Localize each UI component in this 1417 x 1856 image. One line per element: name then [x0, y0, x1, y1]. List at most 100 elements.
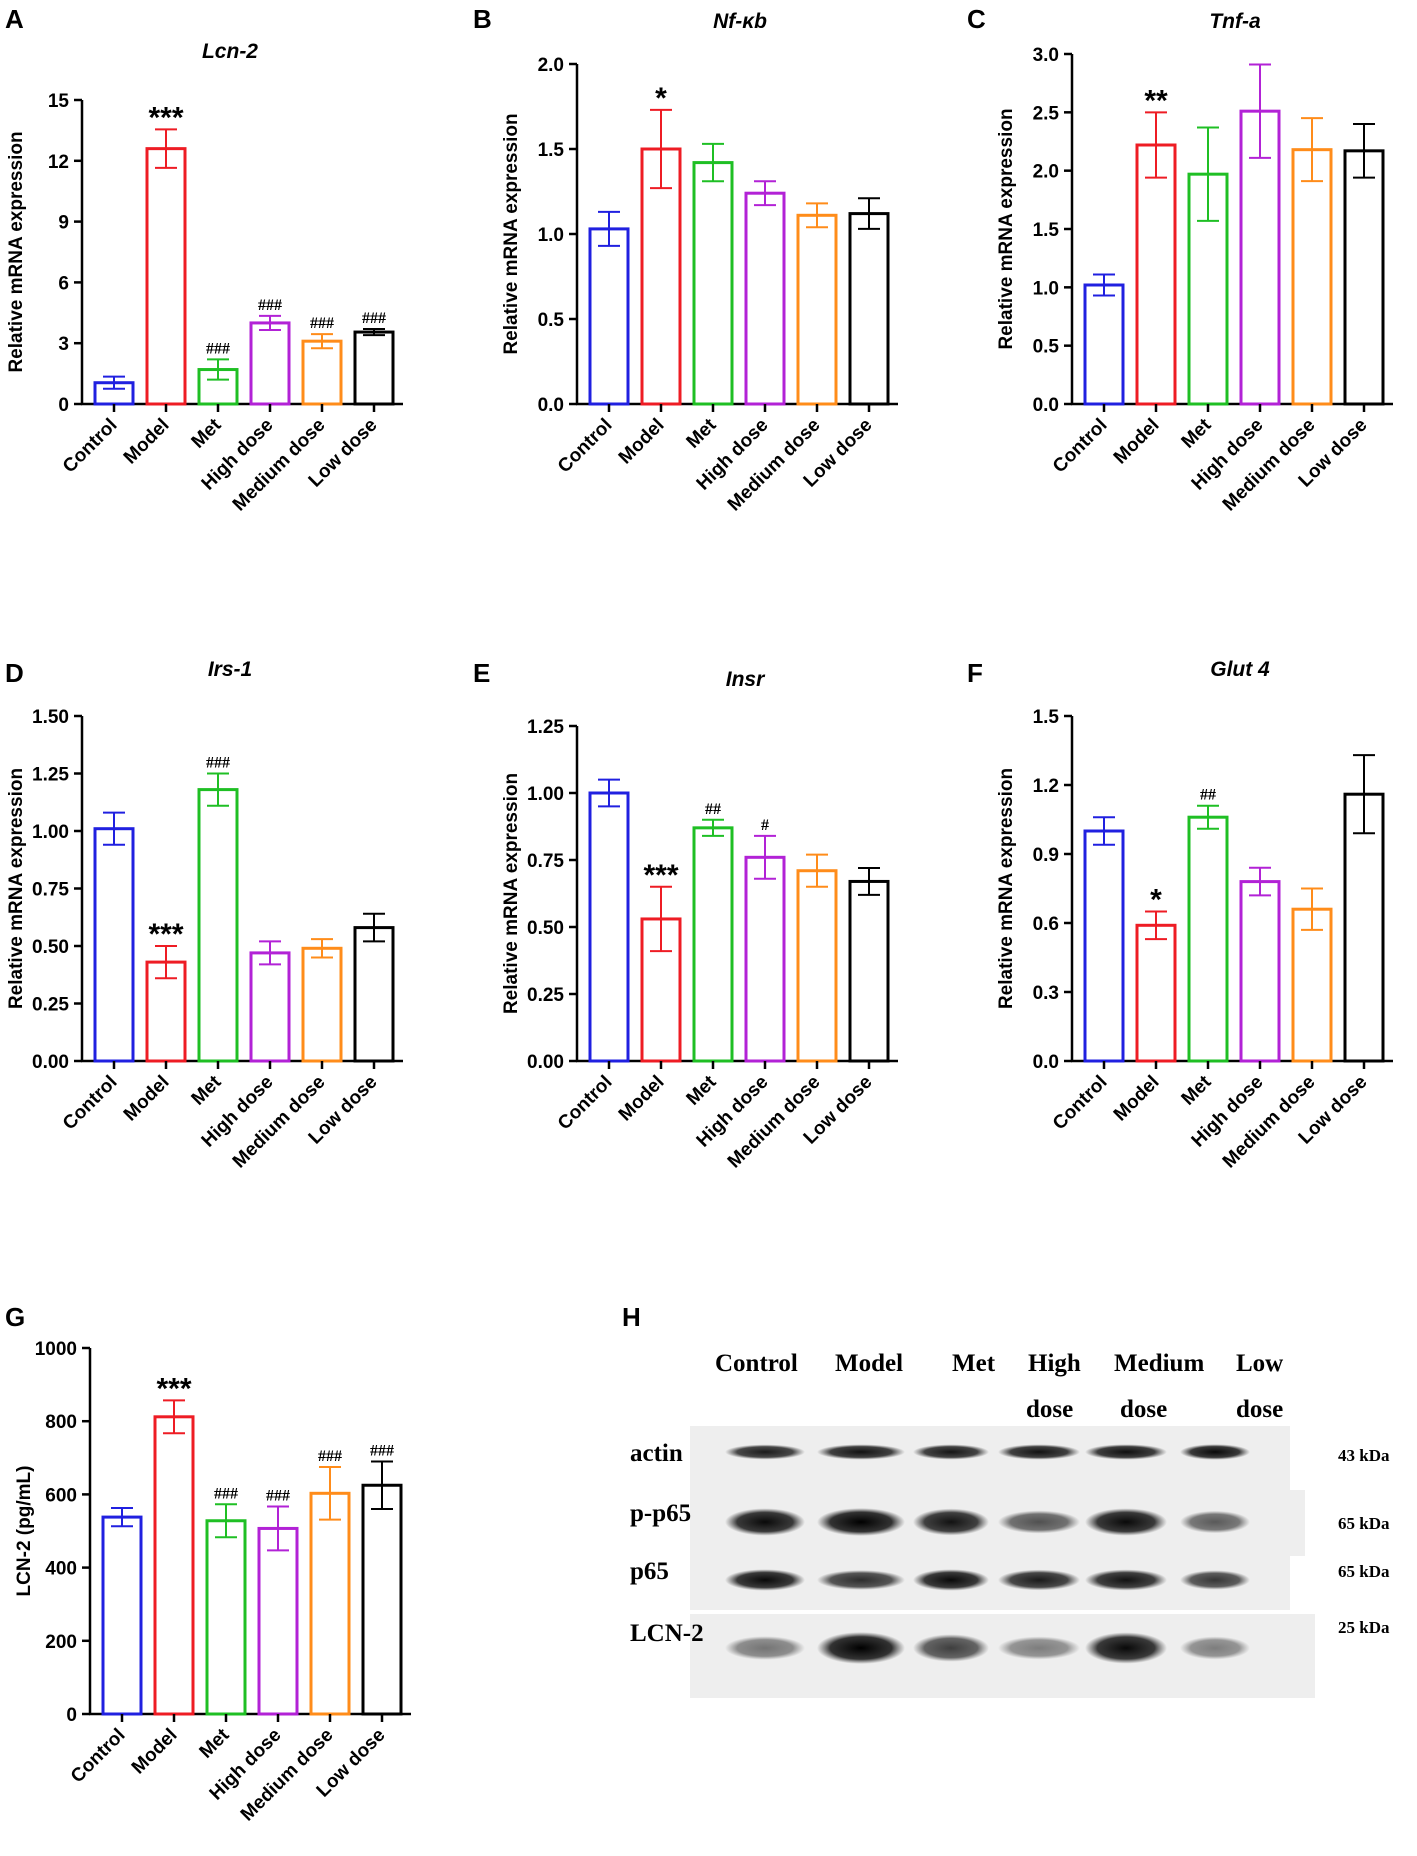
y-tick-label: 1.25	[527, 717, 564, 738]
x-tick-label: Control	[1049, 1072, 1112, 1135]
y-axis-label: LCN-2 (pg/mL)	[14, 1466, 35, 1597]
significance-mark: ***	[156, 1372, 191, 1405]
chart-title: Tnf-a	[1209, 10, 1261, 33]
blot-band	[998, 1444, 1080, 1460]
y-tick-label: 0.0	[1033, 1052, 1059, 1073]
panel-letter-h: H	[622, 1302, 641, 1332]
bar-medium-dose	[796, 213, 838, 406]
significance-mark: ###	[310, 315, 334, 332]
bar-met	[692, 826, 734, 1063]
y-tick-label: 0.50	[32, 937, 69, 958]
x-tick-label: Model	[1110, 415, 1164, 469]
y-axis-label: Relative mRNA expression	[501, 773, 522, 1014]
blot-band	[1085, 1444, 1167, 1460]
bar-model	[1135, 143, 1177, 406]
x-tick-label: Medium dose	[237, 1725, 338, 1826]
y-tick-label: 0.6	[1033, 914, 1059, 935]
significance-mark: ***	[643, 859, 678, 892]
x-tick-label: Met	[196, 1724, 234, 1762]
blot-band	[725, 1569, 805, 1591]
y-tick-label: 6	[58, 273, 69, 294]
bar-control	[101, 1515, 143, 1716]
bar-model	[153, 1415, 195, 1716]
chart-g: 0 200 400 600 800 1000 LCN-2 (pg/mL) ControlMod…	[14, 1339, 411, 1825]
blot-col-low-dose: dose	[1236, 1396, 1284, 1423]
chart-title: Nf-κb	[713, 10, 767, 33]
y-tick-label: 1.25	[32, 765, 69, 786]
blot-band	[998, 1636, 1080, 1660]
x-tick-label: Medium dose	[724, 415, 825, 516]
blot-col-model: Model	[835, 1350, 904, 1377]
chart-title: Glut 4	[1210, 658, 1270, 681]
y-tick-label: 1.00	[32, 822, 69, 843]
bar-medium-dose	[309, 1491, 351, 1716]
blot-band	[817, 1632, 905, 1664]
blot-band	[1180, 1510, 1250, 1534]
panel-letter-g: G	[5, 1302, 26, 1332]
bar-low-dose	[1343, 149, 1385, 406]
bar-control	[93, 827, 135, 1063]
x-tick-label: Model	[120, 415, 174, 469]
y-tick-label: 1.5	[1033, 220, 1060, 241]
bar-control	[588, 227, 630, 406]
blot-band	[1180, 1636, 1250, 1660]
significance-mark: ###	[206, 340, 230, 357]
x-tick-label: Model	[615, 415, 669, 469]
bar-medium-dose	[301, 946, 343, 1063]
x-tick-label: Control	[554, 1072, 617, 1135]
y-tick-label: 2.0	[538, 55, 564, 76]
x-tick-label: Medium dose	[229, 415, 330, 516]
blot-row-actin: actin	[630, 1440, 683, 1467]
chart-d: 0.00 0.25 0.50 0.75 1.00 1.25 1.50 Relative mRN…	[6, 658, 403, 1172]
bar-low-dose	[353, 926, 395, 1063]
chart-e: 0.00 0.25 0.50 0.75 1.00 1.25 Relative mRNA ex…	[501, 668, 898, 1172]
blot-band	[725, 1636, 805, 1660]
blot-band	[998, 1569, 1080, 1591]
y-axis-label: Relative mRNA expression	[996, 768, 1017, 1009]
blot-row-p65: p65	[630, 1558, 669, 1585]
bar-high-dose	[1239, 880, 1281, 1063]
y-tick-label: 2.5	[1033, 103, 1060, 124]
bar-control	[588, 791, 630, 1063]
chart-title: Lcn-2	[202, 40, 258, 63]
bar-low-dose	[848, 879, 890, 1063]
blot-col-medium-dose: dose	[1120, 1396, 1168, 1423]
y-axis-label: Relative mRNA expression	[6, 768, 27, 1009]
blot-band	[1085, 1569, 1167, 1591]
blot-band	[913, 1569, 989, 1591]
panel-letter-a: A	[5, 4, 24, 34]
y-tick-label: 1.2	[1033, 776, 1059, 797]
y-tick-label: 0.9	[1033, 845, 1059, 866]
bar-control	[1083, 283, 1125, 406]
x-tick-label: Met	[188, 1071, 226, 1109]
significance-mark: *	[1150, 884, 1162, 917]
x-tick-label: Control	[59, 415, 122, 478]
significance-mark: ###	[362, 310, 386, 327]
y-tick-label: 0	[66, 1705, 77, 1726]
bar-met	[197, 788, 239, 1063]
y-tick-label: 3	[58, 334, 69, 355]
y-tick-label: 0.0	[1033, 395, 1059, 416]
blot-row-lcn2: LCN-2	[630, 1620, 704, 1647]
chart-title: Irs-1	[208, 658, 252, 681]
blot-band	[817, 1444, 905, 1460]
significance-mark: ###	[258, 297, 282, 314]
blot-band	[725, 1508, 805, 1536]
y-axis-label: Relative mRNA expression	[501, 113, 522, 354]
y-tick-label: 1.00	[527, 784, 564, 805]
y-tick-label: 1.5	[1033, 707, 1060, 728]
significance-mark: *	[655, 82, 667, 115]
y-tick-label: 2.0	[1033, 162, 1059, 183]
bar-met	[205, 1519, 247, 1716]
x-tick-label: Model	[120, 1072, 174, 1126]
significance-mark: ###	[370, 1442, 394, 1459]
chart-c: 0.0 0.5 1.0 1.5 2.0 2.5 3.0 Relative mRNA expre…	[996, 10, 1393, 515]
bar-medium-dose	[796, 869, 838, 1063]
significance-mark: ##	[705, 801, 721, 818]
x-tick-label: Control	[1049, 415, 1112, 478]
x-tick-label: Met	[683, 414, 721, 452]
significance-mark: ##	[1200, 787, 1216, 804]
y-tick-label: 600	[45, 1485, 77, 1506]
y-tick-label: 1000	[35, 1339, 77, 1360]
